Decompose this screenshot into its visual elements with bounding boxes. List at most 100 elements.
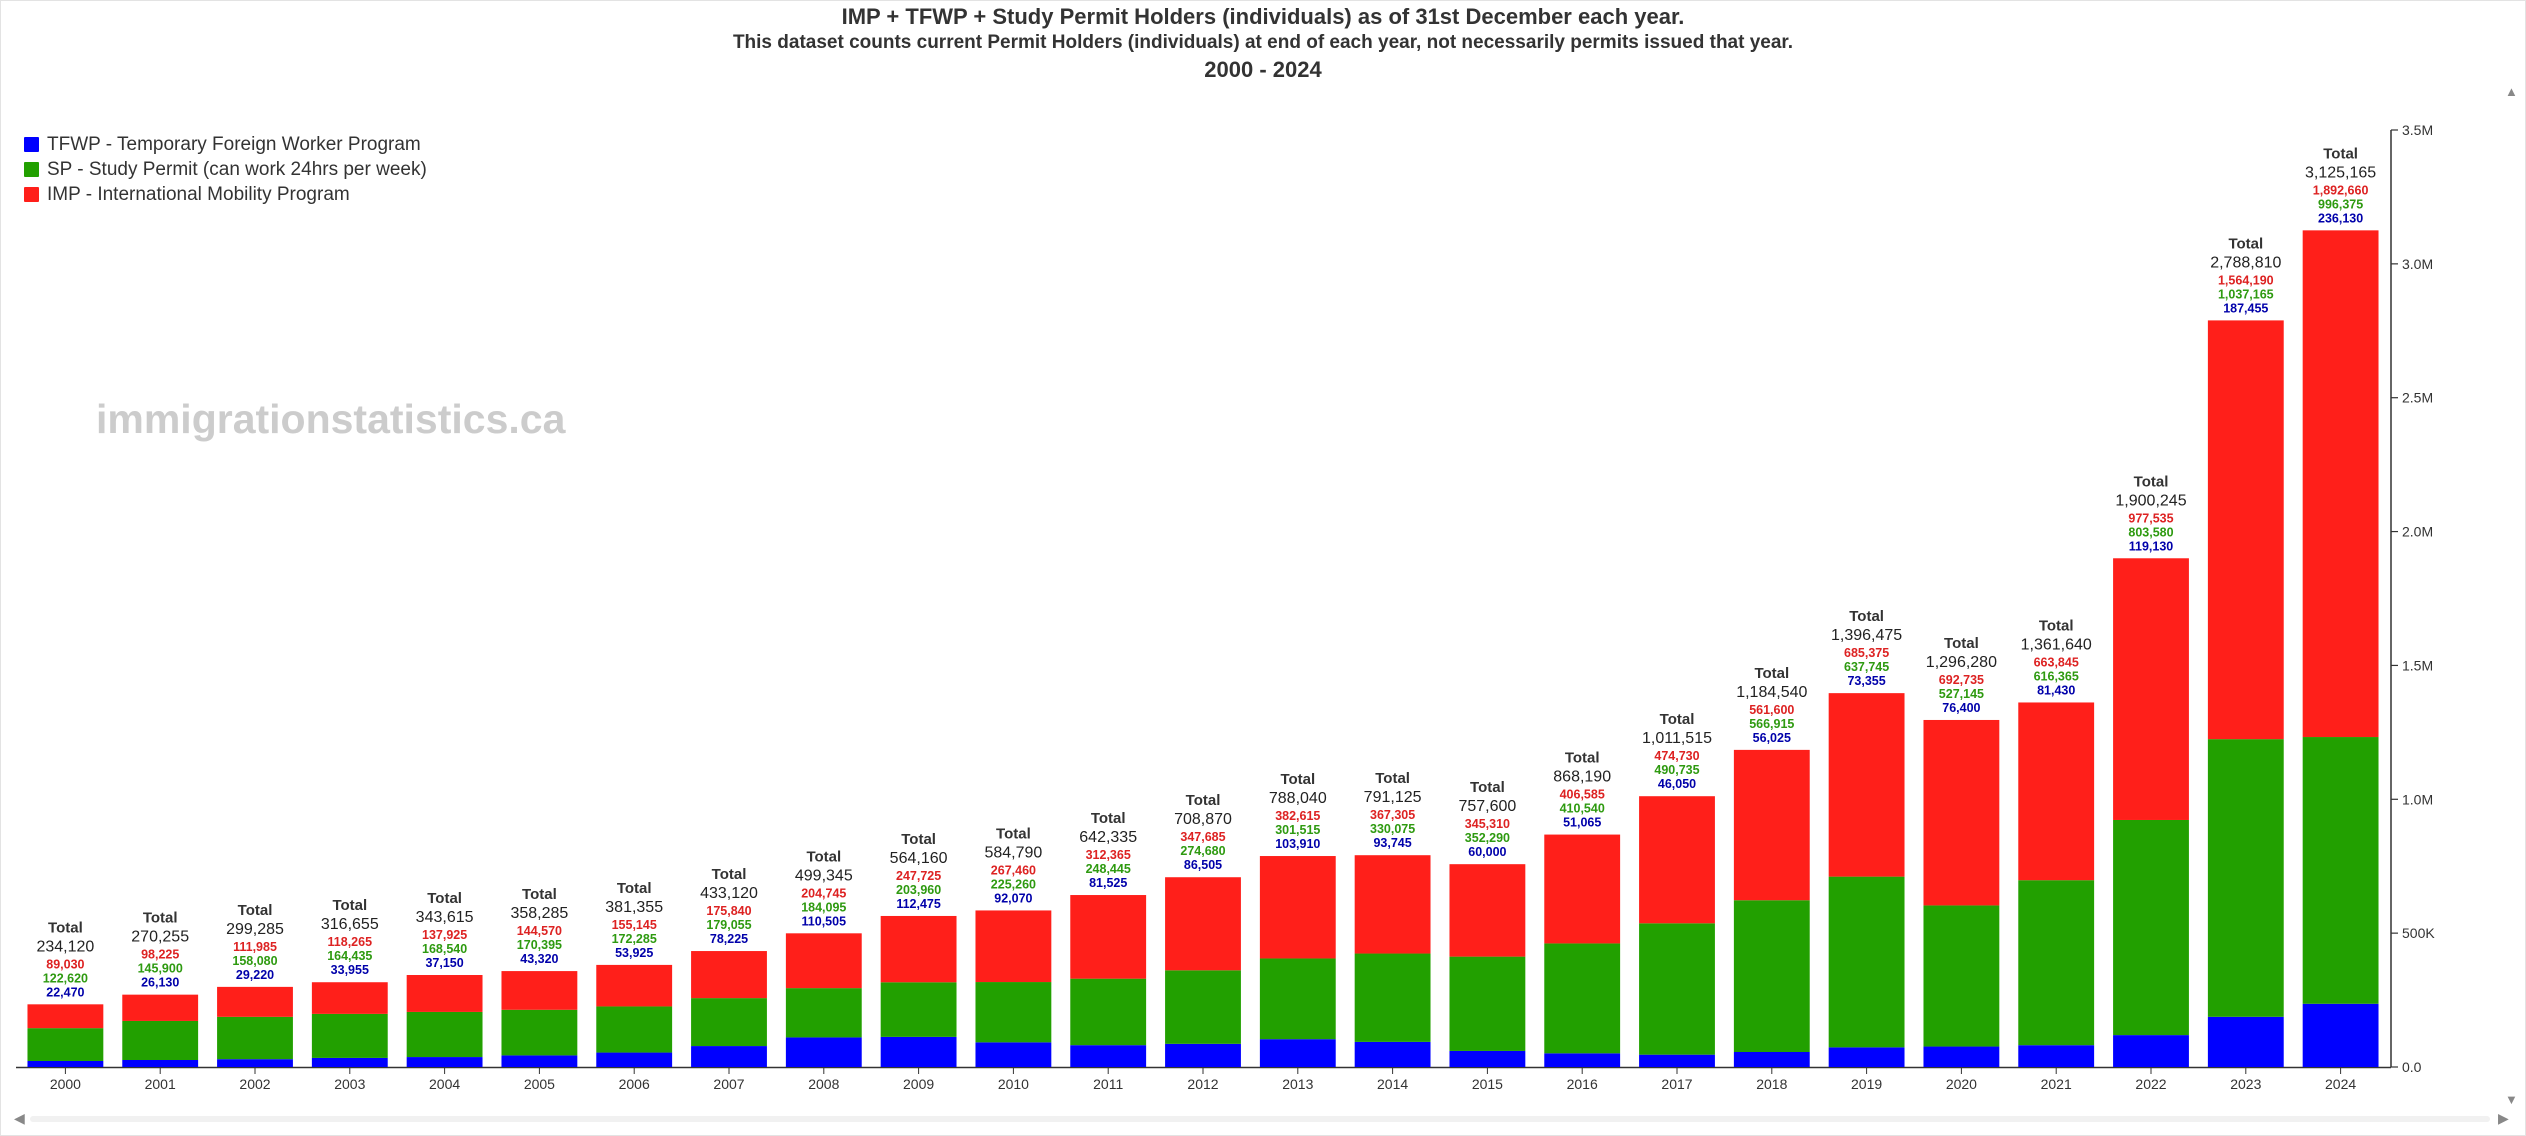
data-label-imp: 98,225 [141,948,179,962]
total-caption: Total [1470,779,1505,796]
total-value: 433,120 [700,885,758,902]
data-label-sp: 168,540 [422,942,467,956]
total-caption: Total [1944,635,1979,652]
data-label-imp: 155,145 [612,918,657,932]
x-tick-label: 2002 [239,1076,270,1092]
bar-segment-tfwp [691,1046,767,1067]
x-tick-label: 2004 [429,1076,460,1092]
data-label-tfwp: 43,320 [520,952,558,966]
data-label-sp: 145,900 [138,962,183,976]
bar-segment-sp [1828,876,1905,1048]
bar-segment-tfwp [122,1060,199,1067]
data-label-sp: 410,540 [1560,802,1605,816]
total-caption: Total [617,880,652,897]
data-label-tfwp: 73,355 [1847,674,1885,688]
x-tick-label: 2021 [2041,1076,2072,1092]
data-label-sp: 179,055 [706,918,751,932]
x-tick-label: 2009 [903,1076,934,1092]
data-label-tfwp: 81,525 [1089,876,1127,890]
scroll-up-arrow-icon[interactable]: ▲ [2505,84,2518,99]
data-label-tfwp: 37,150 [425,956,463,970]
data-label-imp: 977,535 [2128,511,2173,525]
chart-period: 2000 - 2024 [1204,57,1322,82]
bar-segment-imp [2018,702,2095,881]
data-label-sp: 158,080 [232,954,277,968]
total-value: 358,285 [510,905,568,922]
total-caption: Total [712,866,747,883]
total-value: 788,040 [1269,790,1327,807]
y-tick-label: 3.0M [2402,256,2433,272]
bar-segment-tfwp [1259,1039,1336,1067]
data-label-sp: 164,435 [327,949,372,963]
bar-segment-sp [1165,970,1241,1044]
data-label-tfwp: 33,955 [331,963,369,977]
data-label-tfwp: 236,130 [2318,211,2363,225]
data-label-sp: 616,365 [2034,669,2079,683]
bar-segment-sp [1070,978,1147,1046]
bar-segment-tfwp [2207,1016,2284,1067]
scroll-down-arrow-icon[interactable]: ▼ [2505,1092,2518,1107]
bar-segment-tfwp [1449,1050,1526,1067]
scroll-left-arrow-icon[interactable]: ◀ [14,1110,25,1126]
x-tick-label: 2007 [713,1076,744,1092]
total-value: 1,184,540 [1736,684,1807,701]
data-label-imp: 1,892,660 [2313,183,2369,197]
total-caption: Total [2039,617,2074,634]
legend-label-tfwp: TFWP - Temporary Foreign Worker Program [47,133,421,155]
horizontal-scrollbar[interactable] [30,1116,2490,1122]
bar-segment-sp [1639,923,1715,1055]
legend-item-tfwp[interactable]: TFWP - Temporary Foreign Worker Program [24,132,427,157]
bar-segment-imp [2302,230,2379,738]
data-label-tfwp: 76,400 [1942,701,1980,715]
scroll-right-arrow-icon[interactable]: ▶ [2498,1110,2509,1126]
total-value: 708,870 [1174,811,1232,828]
data-label-imp: 347,685 [1180,830,1225,844]
data-label-imp: 663,845 [2034,655,2079,669]
total-caption: Total [427,890,462,907]
legend-item-imp[interactable]: IMP - International Mobility Program [24,182,427,207]
data-label-tfwp: 22,470 [46,985,84,999]
data-label-sp: 122,620 [43,971,88,985]
bar-segment-imp [217,986,293,1017]
data-label-tfwp: 93,745 [1373,836,1411,850]
bar-segment-tfwp [1354,1041,1431,1067]
bar-segment-sp [2018,880,2095,1046]
data-label-imp: 382,615 [1275,809,1320,823]
total-value: 1,361,640 [2021,636,2092,653]
total-caption: Total [332,897,367,914]
total-value: 1,296,280 [1926,654,1997,671]
bar-segment-tfwp [1733,1052,1810,1067]
x-tick-label: 2018 [1756,1076,1787,1092]
bar-segment-imp [975,910,1052,983]
data-label-sp: 637,745 [1844,660,1889,674]
data-label-tfwp: 112,475 [896,897,941,911]
data-label-tfwp: 119,130 [2129,539,2174,553]
x-tick-label: 2016 [1567,1076,1598,1092]
legend-label-imp: IMP - International Mobility Program [47,183,350,205]
bar-segment-sp [1733,900,1810,1053]
x-tick-label: 2014 [1377,1076,1408,1092]
bar-segment-imp [1259,856,1336,959]
total-value: 2,788,810 [2210,254,2281,271]
legend-item-sp[interactable]: SP - Study Permit (can work 24hrs per we… [24,157,427,182]
total-caption: Total [1660,711,1695,728]
legend-label-sp: SP - Study Permit (can work 24hrs per we… [47,158,427,180]
total-caption: Total [1280,771,1315,788]
total-value: 1,900,245 [2115,492,2186,509]
data-label-tfwp: 53,925 [615,946,653,960]
data-label-imp: 406,585 [1560,788,1605,802]
y-tick-label: 0.0 [2402,1059,2422,1075]
data-label-imp: 561,600 [1749,703,1794,717]
bar-segment-imp [1828,693,1905,877]
bar-segment-imp [1449,864,1526,957]
x-tick-label: 2017 [1661,1076,1692,1092]
data-label-tfwp: 51,065 [1563,816,1601,830]
x-tick-label: 2005 [524,1076,555,1092]
bar-segment-sp [501,1009,578,1056]
data-label-sp: 248,445 [1086,862,1131,876]
total-value: 270,255 [131,929,189,946]
data-label-sp: 170,395 [517,938,562,952]
x-tick-label: 2013 [1282,1076,1313,1092]
data-label-tfwp: 46,050 [1658,777,1696,791]
